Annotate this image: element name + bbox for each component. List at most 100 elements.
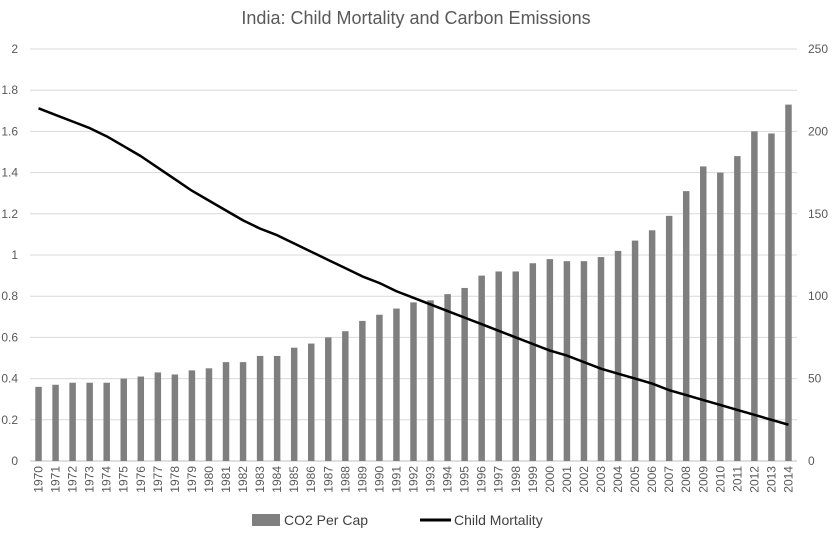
x-tick-label: 2009 [696, 466, 710, 493]
x-tick-label: 1989 [355, 466, 369, 493]
x-tick-label: 2001 [560, 466, 574, 493]
bar [665, 215, 673, 461]
x-tick-label: 1971 [49, 466, 63, 493]
bar [205, 368, 213, 461]
x-tick-label: 1974 [100, 466, 114, 493]
x-tick-label: 1980 [202, 466, 216, 493]
x-tick-label: 1970 [32, 466, 46, 493]
bar [359, 320, 366, 461]
x-tick-label: 1988 [338, 466, 352, 493]
x-tick-label: 2014 [781, 466, 795, 493]
bar [478, 275, 485, 461]
bar [495, 271, 502, 461]
bar [717, 172, 724, 461]
y-right-tick-label: 50 [808, 372, 822, 386]
bar [546, 259, 554, 461]
bar [444, 294, 451, 461]
bar [410, 302, 417, 461]
bar [273, 355, 281, 461]
x-tick-label: 1976 [134, 466, 148, 493]
x-tick-label: 1979 [185, 466, 199, 493]
bar [86, 382, 93, 461]
x-tick-label: 1981 [219, 466, 233, 493]
y-left-tick-label: 0.6 [1, 330, 18, 344]
x-tick-label: 1985 [287, 466, 301, 493]
bar [614, 250, 622, 461]
bar [307, 343, 315, 461]
bar [700, 166, 707, 462]
x-tick-label: 2006 [645, 466, 659, 493]
bar [597, 257, 605, 461]
bar [631, 240, 639, 461]
y-left-tick-label: 1.6 [1, 124, 18, 138]
bar [648, 230, 656, 461]
x-tick-label: 2008 [679, 466, 693, 493]
bar [529, 263, 537, 461]
bar [751, 131, 758, 461]
x-tick-label: 1997 [492, 466, 506, 493]
y-left-tick-label: 1.8 [1, 83, 18, 97]
x-tick-label: 1993 [424, 466, 438, 493]
x-tick-label: 1995 [458, 466, 472, 493]
y-left-tick-label: 0.2 [1, 413, 18, 427]
x-tick-label: 1972 [66, 466, 80, 493]
x-tick-label: 2012 [747, 466, 761, 493]
x-tick-label: 1977 [151, 466, 165, 493]
bar [137, 376, 145, 461]
bar [239, 362, 247, 461]
x-tick-label: 2002 [577, 466, 591, 493]
y-left-tick-label: 1.4 [1, 166, 18, 180]
x-tick-label: 1987 [321, 466, 335, 493]
bar [290, 347, 298, 461]
x-tick-label: 1996 [475, 466, 489, 493]
bar [785, 104, 792, 462]
bar [35, 386, 42, 461]
x-tick-label: 1975 [117, 466, 131, 493]
bar [682, 191, 690, 461]
y-left-tick-label: 0 [11, 454, 18, 468]
x-tick-label: 2005 [628, 466, 642, 493]
x-tick-label: 2010 [713, 466, 727, 493]
y-left-tick-label: 0.4 [1, 372, 18, 386]
y-left-tick-label: 2 [11, 42, 18, 56]
bar [376, 314, 383, 461]
x-tick-label: 2013 [764, 466, 778, 493]
x-tick-label: 1978 [168, 466, 182, 493]
bar [154, 372, 162, 461]
y-right-tick-label: 250 [808, 42, 828, 56]
legend-label: Child Mortality [454, 512, 543, 528]
bar [103, 382, 110, 461]
bar [563, 261, 571, 461]
bar [188, 370, 196, 461]
x-tick-label: 1999 [526, 466, 540, 493]
bar [734, 156, 741, 461]
y-left-tick-label: 1 [11, 248, 18, 262]
bar [52, 384, 59, 461]
bar [171, 374, 179, 461]
bar [120, 378, 127, 461]
x-tick-label: 1990 [372, 466, 386, 493]
bar [256, 355, 264, 461]
y-right-tick-label: 200 [808, 124, 828, 138]
x-tick-label: 1973 [83, 466, 97, 493]
x-tick-label: 1991 [389, 466, 403, 493]
x-tick-label: 1986 [304, 466, 318, 493]
x-tick-label: 2011 [730, 466, 744, 492]
x-tick-label: 1992 [407, 466, 421, 493]
bar [461, 287, 468, 461]
x-tick-label: 2007 [662, 466, 676, 493]
x-tick-label: 2003 [594, 466, 608, 493]
y-right-tick-label: 150 [808, 207, 828, 221]
x-tick-label: 1994 [441, 466, 455, 493]
chart-title: India: Child Mortality and Carbon Emissi… [241, 8, 591, 28]
bar [768, 133, 775, 461]
bar [342, 331, 349, 461]
x-tick-label: 1982 [236, 466, 250, 493]
y-right-tick-label: 100 [808, 289, 828, 303]
bar [512, 271, 520, 461]
bar [325, 337, 332, 461]
x-tick-label: 2004 [611, 466, 625, 493]
y-left-tick-label: 1.2 [1, 207, 18, 221]
